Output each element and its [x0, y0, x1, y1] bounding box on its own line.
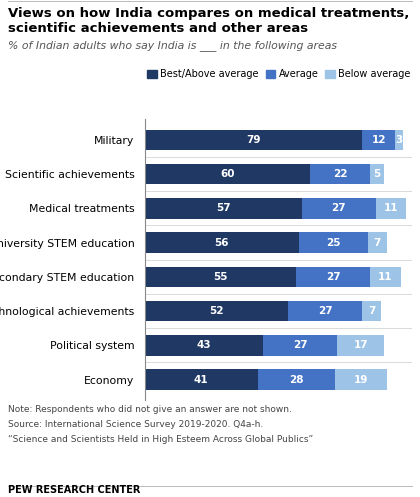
- Text: 22: 22: [333, 169, 347, 179]
- Legend: Best/Above average, Average, Below average: Best/Above average, Average, Below avera…: [147, 70, 411, 80]
- Bar: [337, 335, 384, 355]
- Bar: [335, 369, 387, 390]
- Bar: [288, 301, 362, 322]
- Text: 28: 28: [289, 375, 303, 385]
- Bar: [263, 335, 337, 355]
- Bar: [368, 232, 387, 253]
- Text: 27: 27: [293, 340, 307, 350]
- Text: 27: 27: [318, 306, 332, 316]
- Text: 12: 12: [371, 135, 386, 145]
- Text: 3: 3: [396, 135, 403, 145]
- Bar: [257, 369, 335, 390]
- Text: 7: 7: [373, 238, 381, 248]
- Bar: [145, 301, 288, 322]
- Text: Source: International Science Survey 2019-2020. Q4a-h.: Source: International Science Survey 201…: [8, 420, 264, 429]
- Text: PEW RESEARCH CENTER: PEW RESEARCH CENTER: [8, 485, 141, 495]
- Text: 27: 27: [331, 203, 346, 213]
- Text: 17: 17: [353, 340, 368, 350]
- Bar: [370, 164, 384, 184]
- Bar: [145, 198, 302, 219]
- Text: 7: 7: [368, 306, 375, 316]
- Text: 79: 79: [246, 135, 261, 145]
- Text: 55: 55: [213, 272, 228, 282]
- Bar: [299, 232, 368, 253]
- Bar: [145, 232, 299, 253]
- Bar: [145, 266, 296, 287]
- Text: 43: 43: [197, 340, 211, 350]
- Text: 56: 56: [215, 238, 229, 248]
- Bar: [362, 130, 395, 150]
- Text: Note: Respondents who did not give an answer are not shown.: Note: Respondents who did not give an an…: [8, 405, 292, 414]
- Bar: [145, 164, 310, 184]
- Bar: [145, 335, 263, 355]
- Bar: [395, 130, 403, 150]
- Bar: [370, 266, 401, 287]
- Bar: [302, 198, 376, 219]
- Text: 11: 11: [378, 272, 393, 282]
- Text: 60: 60: [220, 169, 235, 179]
- Bar: [145, 130, 362, 150]
- Text: 57: 57: [216, 203, 231, 213]
- Text: 5: 5: [374, 169, 381, 179]
- Bar: [376, 198, 406, 219]
- Text: scientific achievements and other areas: scientific achievements and other areas: [8, 22, 309, 35]
- Text: 25: 25: [326, 238, 341, 248]
- Text: 11: 11: [384, 203, 398, 213]
- Text: % of Indian adults who say India is ___ in the following areas: % of Indian adults who say India is ___ …: [8, 40, 337, 51]
- Bar: [296, 266, 370, 287]
- Bar: [310, 164, 370, 184]
- Bar: [145, 369, 257, 390]
- Text: 52: 52: [209, 306, 223, 316]
- Text: 27: 27: [326, 272, 341, 282]
- Text: “Science and Scientists Held in High Esteem Across Global Publics”: “Science and Scientists Held in High Est…: [8, 435, 313, 444]
- Text: 41: 41: [194, 375, 209, 385]
- Text: Views on how India compares on medical treatments,: Views on how India compares on medical t…: [8, 7, 410, 20]
- Bar: [362, 301, 381, 322]
- Text: 19: 19: [354, 375, 368, 385]
